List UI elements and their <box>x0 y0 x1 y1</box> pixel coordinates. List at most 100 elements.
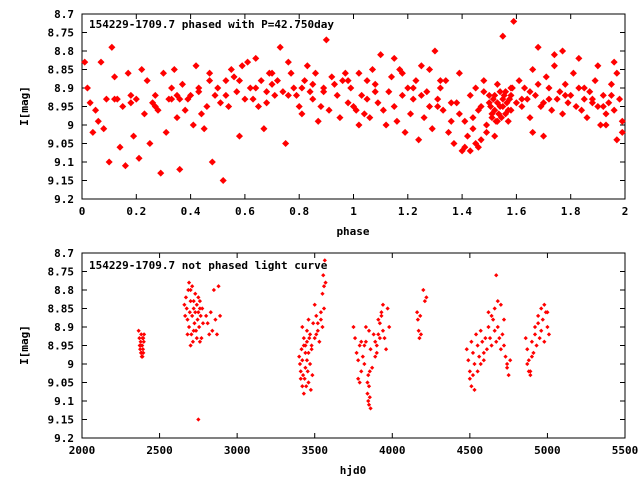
data-point <box>414 310 420 315</box>
x-tick-label: 1.8 <box>561 205 581 218</box>
data-point <box>306 350 311 356</box>
data-point <box>290 84 298 92</box>
data-point <box>210 328 215 333</box>
data-point <box>498 347 504 352</box>
data-point <box>214 84 222 92</box>
data-point <box>94 117 102 125</box>
data-point <box>208 310 213 315</box>
data-point <box>472 139 480 148</box>
data-point <box>323 280 328 285</box>
data-point <box>207 332 212 337</box>
data-point <box>309 347 314 352</box>
data-point <box>196 310 201 315</box>
y-tick-label: 8.75 <box>48 266 75 279</box>
data-point <box>477 136 485 144</box>
x-tick-label: 0.2 <box>126 205 146 218</box>
data-point <box>86 99 94 107</box>
data-point <box>211 287 216 293</box>
data-point <box>493 99 501 107</box>
x-tick-label: 1.2 <box>398 205 418 218</box>
data-point <box>561 80 569 88</box>
data-point <box>347 84 355 92</box>
data-point <box>377 51 385 59</box>
data-point <box>526 114 534 122</box>
data-point <box>525 347 530 352</box>
x-tick-label: 2000 <box>69 444 96 457</box>
data-point <box>487 102 495 111</box>
data-point <box>550 62 558 70</box>
data-point <box>572 102 580 111</box>
data-point <box>380 328 386 333</box>
data-point <box>510 17 518 25</box>
data-point <box>470 372 476 378</box>
data-point <box>376 317 381 322</box>
data-point <box>225 102 233 111</box>
y-tick-label: 8.9 <box>54 82 74 95</box>
data-point <box>539 306 544 311</box>
data-point <box>314 332 319 337</box>
data-point <box>366 402 372 407</box>
x-tick-label: 0.8 <box>289 205 309 218</box>
data-point <box>193 291 198 296</box>
data-point <box>518 102 526 111</box>
data-point <box>368 65 377 74</box>
data-point <box>168 95 176 103</box>
data-point <box>97 58 105 66</box>
data-point <box>136 328 141 333</box>
data-point <box>301 77 309 85</box>
data-points <box>81 17 626 185</box>
data-point <box>550 51 558 59</box>
data-point <box>398 91 406 99</box>
data-point <box>140 110 148 118</box>
data-point <box>157 169 165 177</box>
data-point <box>189 121 197 129</box>
data-point <box>357 380 362 385</box>
data-point <box>321 306 327 311</box>
data-point <box>141 332 147 337</box>
data-point <box>431 47 439 55</box>
data-point <box>436 77 444 85</box>
data-point <box>111 95 119 103</box>
data-point <box>569 69 577 77</box>
data-point <box>377 321 382 326</box>
data-point <box>304 358 310 363</box>
y-tick-label: 8.8 <box>54 284 74 297</box>
data-point <box>497 335 502 341</box>
x-tick-label: 2500 <box>146 444 173 457</box>
data-point <box>359 369 364 374</box>
data-point <box>140 347 146 352</box>
data-point <box>493 80 501 88</box>
data-point <box>616 95 624 103</box>
data-point <box>425 102 434 111</box>
data-point <box>187 91 195 99</box>
data-point <box>351 324 356 330</box>
data-point <box>317 339 322 344</box>
data-point <box>219 176 227 185</box>
data-point <box>300 384 305 389</box>
data-point <box>518 95 526 103</box>
data-point <box>489 95 497 103</box>
data-point <box>575 54 583 62</box>
data-point <box>526 88 534 96</box>
data-point <box>298 369 303 374</box>
data-point <box>252 54 260 62</box>
data-point <box>492 306 497 311</box>
data-point <box>336 114 344 122</box>
data-point <box>504 361 510 367</box>
data-point <box>238 62 246 70</box>
data-point <box>503 354 508 359</box>
data-point <box>320 291 325 296</box>
data-point <box>602 121 610 129</box>
data-point <box>417 62 425 70</box>
data-point <box>529 339 535 344</box>
data-point <box>208 158 216 166</box>
data-point <box>535 313 541 319</box>
data-point <box>366 398 371 404</box>
data-point <box>418 332 424 337</box>
data-point <box>320 88 328 96</box>
data-point <box>195 317 200 322</box>
data-point <box>529 128 537 136</box>
data-point <box>188 287 193 293</box>
data-point <box>252 84 260 92</box>
data-point <box>206 77 214 85</box>
